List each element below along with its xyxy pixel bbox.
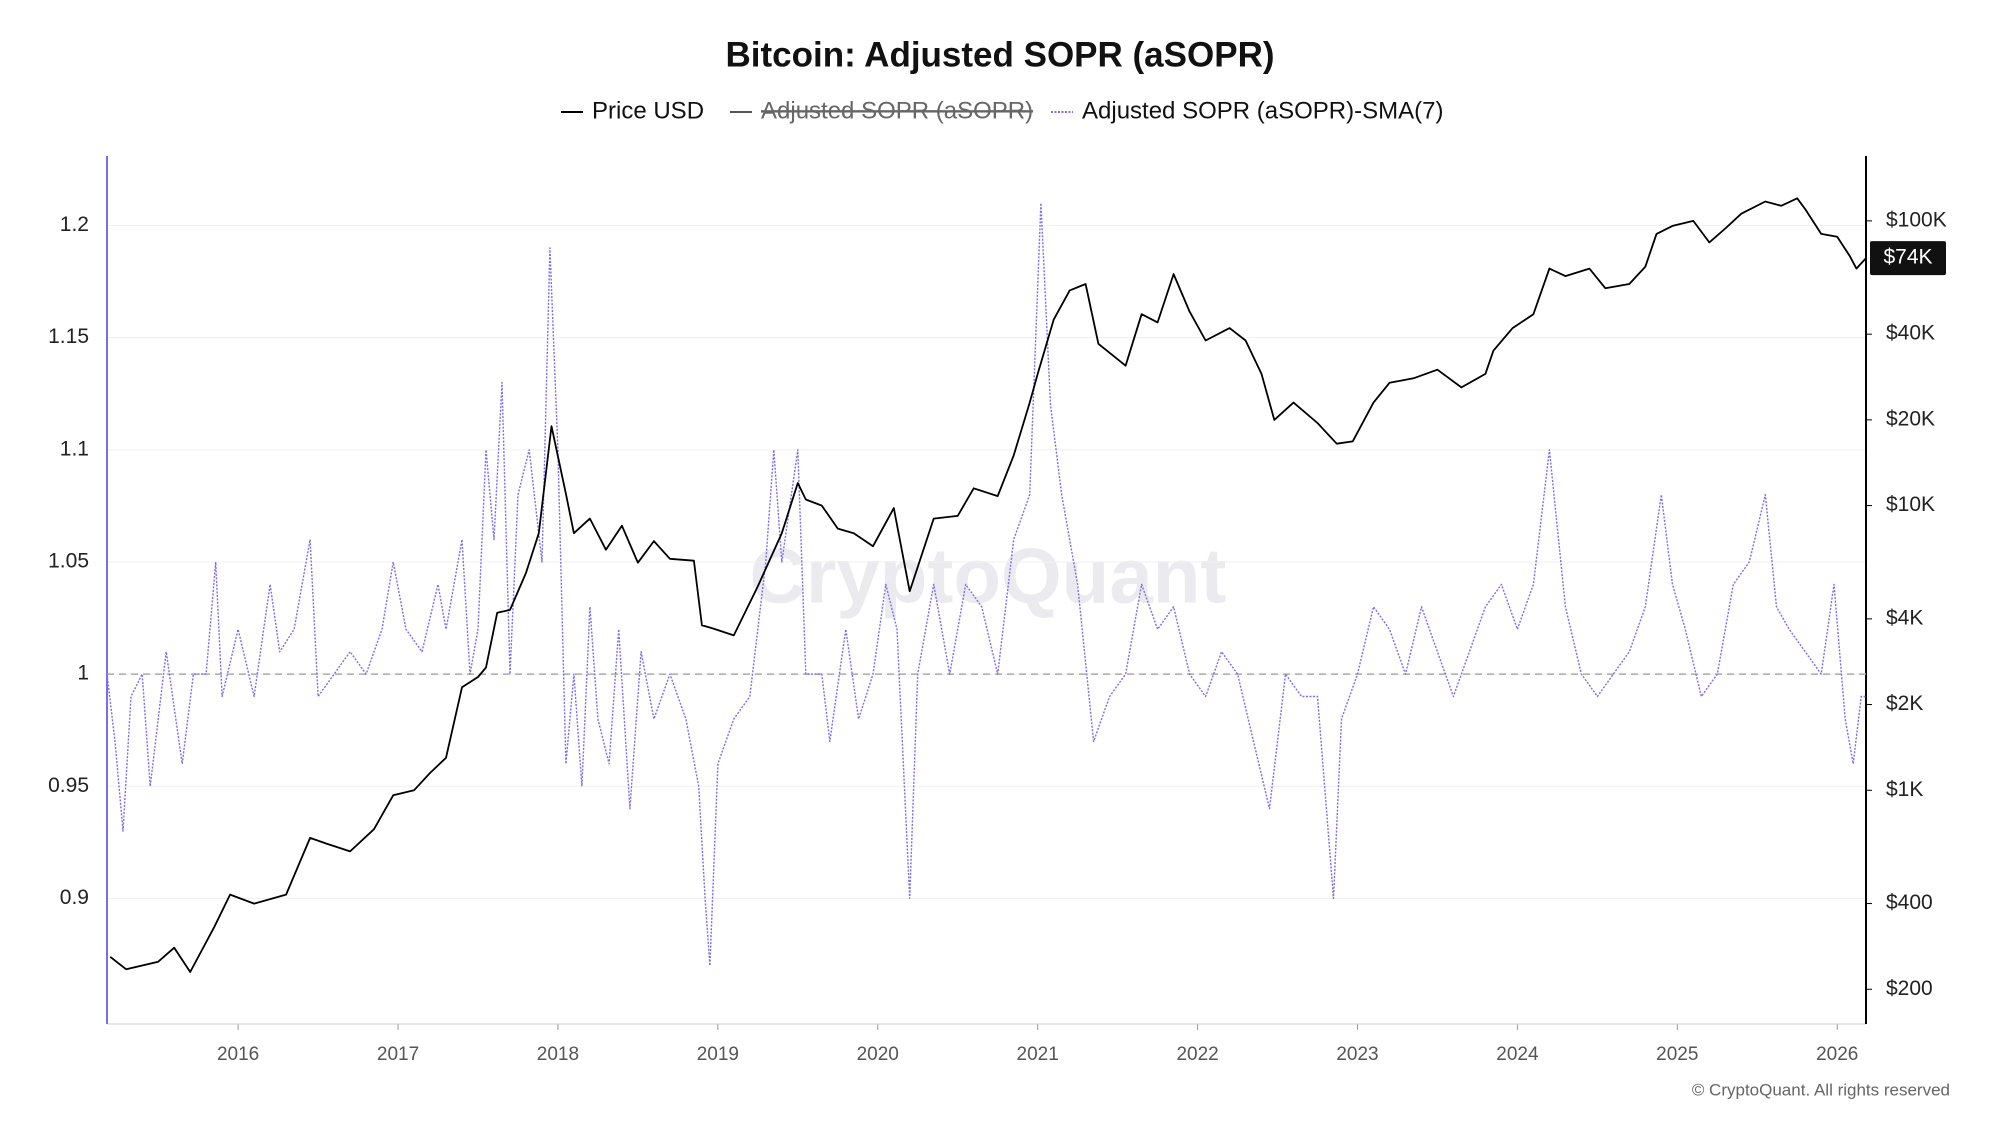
credit: © CryptoQuant. All rights reserved <box>1692 1080 1950 1099</box>
y2-tick-label: $2K <box>1886 692 1923 715</box>
y-tick-label: 1.05 <box>48 550 89 573</box>
y2-tick-label: $1K <box>1886 778 1923 801</box>
y-tick-label: 0.9 <box>60 886 89 909</box>
y-tick-label: 1.15 <box>48 325 89 348</box>
y2-tick-label: $100K <box>1886 208 1947 231</box>
y2-tick-label: $20K <box>1886 407 1935 430</box>
y-tick-label: 1 <box>77 662 89 685</box>
x-tick-label: 2016 <box>217 1044 259 1065</box>
y-tick-label: 0.95 <box>48 774 89 797</box>
series-line <box>109 197 1867 973</box>
legend-label[interactable]: Adjusted SOPR (aSOPR)-SMA(7) <box>1082 97 1443 124</box>
y2-tick-label: $200 <box>1886 977 1933 1000</box>
x-tick-label: 2019 <box>697 1044 739 1065</box>
legend-label[interactable]: Price USD <box>592 97 704 124</box>
series-line <box>106 202 1866 967</box>
y2-tick-label: $4K <box>1886 606 1923 629</box>
x-tick-label: 2023 <box>1336 1044 1378 1065</box>
y2-tick-label: $40K <box>1886 322 1935 345</box>
x-tick-label: 2020 <box>857 1044 899 1065</box>
watermark: CryptoQuant <box>750 532 1227 620</box>
x-tick-label: 2026 <box>1816 1044 1858 1065</box>
y-tick-label: 1.2 <box>60 213 89 236</box>
x-tick-label: 2017 <box>377 1044 419 1065</box>
y2-tick-label: $400 <box>1886 891 1933 914</box>
x-tick-label: 2025 <box>1656 1044 1698 1065</box>
legend-label[interactable]: Adjusted SOPR (aSOPR) <box>761 97 1033 124</box>
chart-title: Bitcoin: Adjusted SOPR (aSOPR) <box>725 35 1274 74</box>
y2-tick-label: $10K <box>1886 493 1935 516</box>
last-price-badge <box>1870 241 1946 276</box>
y-tick-label: 1.1 <box>60 437 89 460</box>
x-tick-label: 2018 <box>537 1044 579 1065</box>
last-price-label: $74K <box>1883 246 1932 269</box>
x-tick-label: 2024 <box>1496 1044 1539 1065</box>
x-tick-label: 2022 <box>1176 1044 1218 1065</box>
x-tick-label: 2021 <box>1017 1044 1059 1065</box>
